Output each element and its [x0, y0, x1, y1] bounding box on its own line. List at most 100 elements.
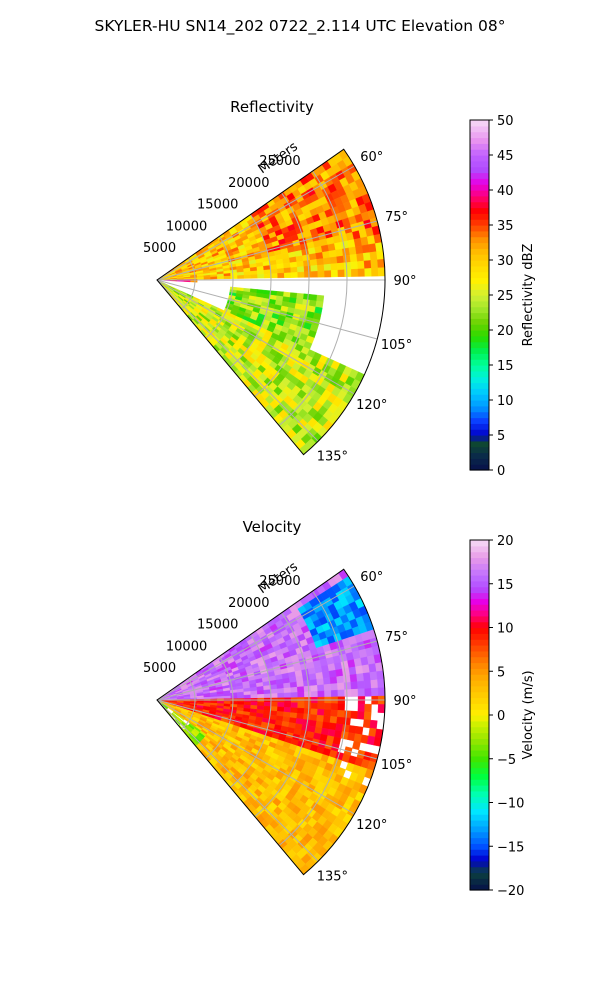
- colorbar-swatch: [470, 662, 489, 669]
- azimuth-tick-label: 105°: [381, 758, 412, 773]
- colorbar-swatch: [470, 137, 489, 144]
- field-cell: [270, 701, 278, 708]
- field-cell: [370, 679, 379, 689]
- field-cell: [276, 263, 285, 270]
- field-cell: [310, 708, 318, 716]
- colorbar-swatch: [470, 639, 489, 646]
- colorbar-swatch: [470, 808, 489, 815]
- field-cell: [263, 269, 272, 275]
- field-cell: [316, 678, 325, 686]
- field-cell: [342, 254, 351, 264]
- field-cell: [183, 280, 191, 283]
- azimuth-spoke: [156, 279, 319, 442]
- colorbar-swatch: [470, 767, 489, 774]
- colorbar-swatch: [470, 837, 489, 844]
- field-cell: [223, 695, 232, 700]
- colorbar-swatch: [470, 691, 489, 699]
- colorbar-swatch: [470, 790, 489, 798]
- field-cell: [336, 255, 345, 264]
- azimuth-tick-label: 60°: [360, 570, 383, 585]
- colorbar-swatch: [470, 452, 489, 459]
- field-cell: [283, 267, 292, 274]
- field-cell: [337, 682, 345, 691]
- colorbar-swatch: [470, 860, 489, 868]
- colorbar-tick-label: 20: [497, 324, 514, 339]
- azimuth-spoke: [156, 640, 378, 701]
- velocity-colorbar: −20 −15 −10 −5 0 5 10 15 20 Velocity (m/s): [469, 534, 536, 899]
- colorbar-swatch: [470, 382, 489, 389]
- azimuth-spoke: [156, 699, 319, 862]
- field-cell: [303, 708, 312, 715]
- field-cell: [303, 685, 312, 693]
- field-cell: [328, 249, 337, 258]
- field-cell: [283, 262, 291, 269]
- field-cell: [349, 673, 358, 683]
- colorbar-swatch: [470, 324, 489, 331]
- colorbar-tick-label: 20: [497, 534, 514, 549]
- colorbar-swatch: [470, 464, 489, 471]
- colorbar-swatch: [470, 802, 489, 809]
- field-cell: [363, 260, 372, 269]
- colorbar-swatch: [470, 773, 489, 780]
- colorbar-swatch: [470, 750, 489, 757]
- field-cell: [316, 708, 325, 716]
- colorbar-swatch: [470, 283, 489, 290]
- field-cell: [342, 717, 351, 726]
- colorbar-swatch: [470, 265, 489, 273]
- field-cell: [364, 703, 372, 713]
- colorbar-swatch: [470, 872, 489, 879]
- colorbar-tick-label: 25: [497, 289, 514, 304]
- field-cell: [176, 280, 185, 282]
- colorbar-swatch: [470, 545, 489, 553]
- field-cell: [270, 693, 278, 699]
- field-cell: [328, 669, 337, 678]
- colorbar-swatch: [470, 300, 489, 308]
- range-ring: [229, 634, 272, 788]
- field-cell: [296, 686, 305, 693]
- azimuth-tick-label: 75°: [385, 210, 408, 225]
- field-cell: [296, 266, 305, 273]
- colorbar-swatch: [470, 866, 489, 874]
- colorbar-label: Velocity (m/s): [521, 670, 536, 759]
- radial-tick-label: 25000: [259, 154, 300, 169]
- field-cell: [344, 269, 352, 277]
- radial-tick-label: 20000: [228, 176, 269, 191]
- field-cell: [296, 260, 305, 268]
- colorbar-tick-label: 30: [497, 254, 514, 269]
- radial-tick-label: 10000: [166, 639, 207, 654]
- colorbar-swatch: [470, 685, 489, 693]
- colorbar-swatch: [470, 726, 489, 734]
- field-cell: [250, 690, 258, 696]
- colorbar-swatch: [470, 744, 489, 751]
- azimuth-spoke: [156, 279, 378, 340]
- field-cell: [348, 666, 357, 676]
- colorbar-swatch: [470, 172, 489, 179]
- colorbar-swatch: [470, 668, 489, 675]
- field-cell: [357, 268, 366, 277]
- azimuth-spoke: [156, 220, 378, 281]
- colorbar-swatch: [470, 674, 489, 681]
- azimuth-spoke: [156, 585, 355, 701]
- field-cell: [323, 677, 331, 685]
- field-cell: [304, 691, 312, 698]
- colorbar-tick-label: 15: [497, 578, 514, 593]
- field-cell: [256, 269, 265, 275]
- field-cell: [210, 276, 218, 280]
- field-cell: [236, 271, 245, 276]
- colorbar-swatch: [470, 563, 489, 570]
- field-cell: [283, 687, 292, 694]
- azimuth-tick-label: 75°: [385, 630, 408, 645]
- azimuth-spoke: [156, 699, 355, 815]
- colorbar-swatch: [470, 435, 489, 442]
- field-cell: [310, 270, 319, 278]
- field-cell: [303, 713, 311, 721]
- field-cell: [357, 711, 365, 720]
- azimuth-tick-label: 120°: [356, 398, 387, 413]
- field-cell: [309, 714, 318, 722]
- field-cell: [223, 275, 232, 280]
- field-cell: [276, 683, 285, 690]
- colorbar-swatch: [470, 417, 489, 424]
- velocity-field: [156, 568, 386, 875]
- range-ring: [278, 590, 348, 846]
